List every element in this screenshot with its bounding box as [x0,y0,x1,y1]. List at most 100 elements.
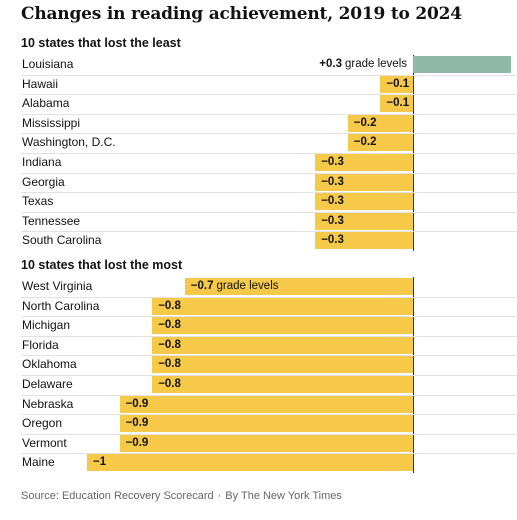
row-divider [21,394,517,396]
value-number: −0.9 [125,436,149,449]
source-line: Source: Education Recovery Scorecard · By … [21,490,342,502]
row-divider [21,153,517,154]
bar-negative [347,114,413,132]
bar-row: Georgia −0.3 [0,172,517,193]
bar-row: Tennessee −0.3 [0,211,517,232]
bar-negative [347,134,413,152]
bar-negative [119,395,413,413]
bar-row: Alabama −0.1 [0,94,517,114]
bar-negative [87,454,413,472]
bar-row: Mississippi −0.2 [0,113,517,134]
value-label: −0.8 [158,300,181,312]
row-divider [21,211,517,213]
bar-row: Oregon −0.9 [0,414,517,434]
value-label: −0.1 [386,97,409,109]
bar-row: West Virginia −0.7 grade levels [0,277,517,297]
bar-row: Hawaii −0.1 [0,74,517,95]
value-number: −0.3 [321,195,344,208]
state-label: Mississippi [22,115,81,130]
state-label: Washington, D.C. [22,135,116,150]
value-number: −0.3 [321,214,344,227]
state-label: Nebraska [22,396,74,411]
state-label: Oregon [22,416,63,431]
value-label: −0.3 [321,195,344,207]
value-number: −0.8 [158,319,181,332]
value-label: −0.2 [354,136,377,148]
state-label: Tennessee [22,213,81,228]
bar-negative [380,75,413,93]
bar-negative [315,154,413,171]
bar-row: Delaware −0.8 [0,375,517,395]
state-label: Indiana [22,155,62,169]
row-divider [21,296,517,298]
value-number: −0.2 [353,116,377,129]
row-divider [21,113,517,115]
row-divider [21,192,517,194]
row-divider [21,94,517,96]
row-divider [21,414,517,416]
row-divider [21,231,517,233]
bar-negative [315,232,413,250]
row-divider [21,433,517,435]
state-label: Louisiana [22,57,74,71]
value-label: −0.3 [321,215,344,227]
value-number: −0.9 [125,417,149,430]
bar-row: North Carolina −0.8 [0,296,517,317]
bar-negative [119,415,413,433]
value-number: +0.3 [319,58,342,70]
value-label: −0.2 [354,117,377,129]
value-number: −0.3 [321,234,344,247]
state-label: Maine [22,455,55,470]
bar-negative [152,356,413,374]
value-number: −0.3 [321,156,344,168]
value-label: −0.9 [126,398,149,410]
bar-negative [152,376,413,393]
value-number: −0.9 [125,397,149,410]
value-label: −0.8 [158,339,181,351]
bar-negative [315,173,413,191]
value-number: −0.8 [158,299,181,312]
row-divider [21,316,517,318]
row-divider [21,133,517,135]
value-label: −0.7 grade levels [191,280,279,292]
state-label: West Virginia [22,279,93,293]
bar-row: Oklahoma −0.8 [0,355,517,375]
bar-negative [315,193,413,211]
row-divider [21,355,517,357]
bar-row: Florida −0.8 [0,335,517,356]
value-label: −0.9 [126,437,149,449]
bar-row: Washington, D.C. −0.2 [0,133,517,153]
value-label: −0.8 [158,358,181,370]
bar-negative [184,278,413,295]
separator-dot: · [217,490,222,502]
value-label: −0.9 [126,417,149,429]
state-label: Georgia [22,174,65,189]
value-label: −0.3 [321,234,344,246]
value-number: −0.2 [353,136,377,149]
bar-row: South Carolina −0.3 [0,231,517,251]
value-label: −0.3 [321,156,344,168]
value-label: −0.8 [158,319,181,331]
value-label: +0.3 grade levels [319,58,407,70]
bar-row: Michigan −0.8 [0,316,517,336]
row-divider [21,375,517,376]
value-number: −0.3 [321,175,344,188]
bar-positive [413,56,511,73]
value-label: −1 [93,456,106,468]
byline-text: By The New York Times [225,490,342,502]
source-text: Source: Education Recovery Scorecard [21,490,214,502]
value-label: −0.3 [321,176,344,188]
bar-negative [152,336,413,354]
bar-negative [152,297,413,315]
value-label: −0.8 [158,378,181,390]
bar-negative [380,95,413,113]
state-label: Hawaii [22,76,59,91]
bar-negative [152,317,413,335]
bar-row: Texas −0.3 [0,192,517,212]
bar-negative [315,212,413,230]
state-label: Vermont [22,435,67,450]
bar-negative [119,434,413,452]
row-divider [21,335,517,337]
value-unit: grade levels [216,280,279,292]
